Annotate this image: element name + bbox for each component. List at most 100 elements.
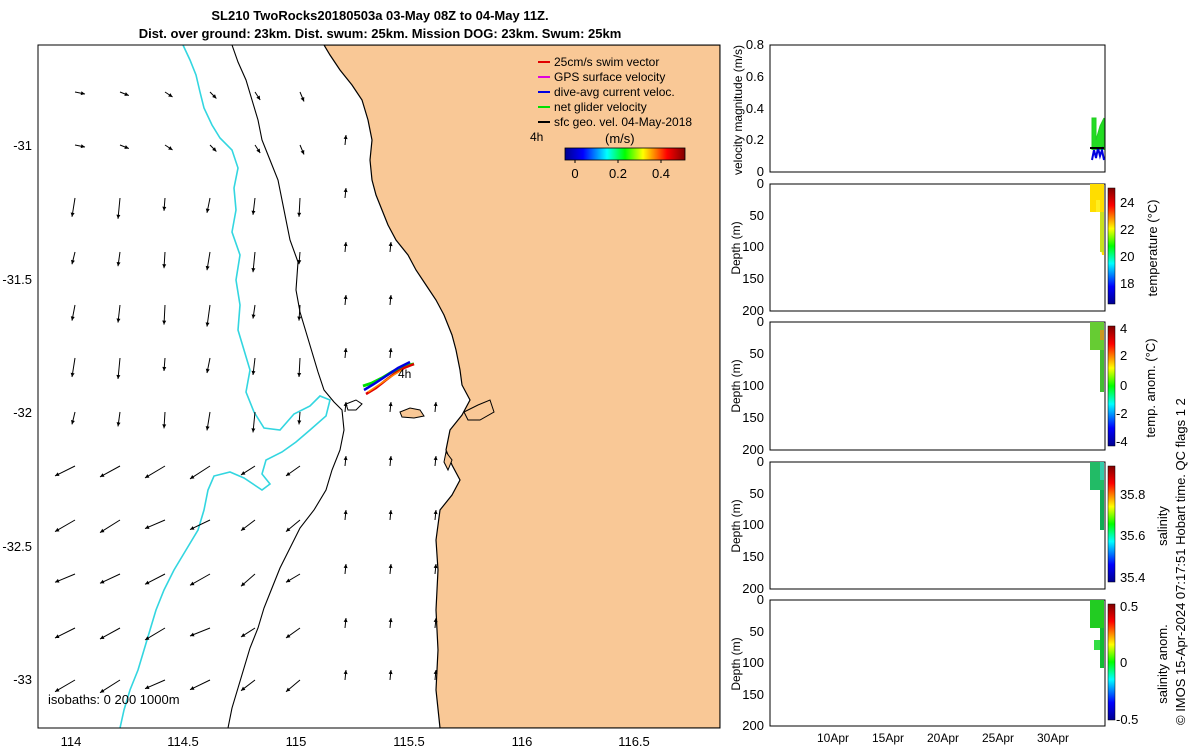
- vector-arrowhead: [388, 670, 393, 675]
- temp-anomaly-panel: 0 50 100 150 200 Depth (m) 4 2 0 -2 -4 t…: [729, 314, 1158, 457]
- vector-arrowhead: [433, 456, 438, 461]
- vector-arrowhead: [205, 208, 210, 213]
- vector-arrowhead: [343, 135, 348, 140]
- vector-arrowhead: [205, 426, 210, 431]
- map-lon-axis: 114 114.5 115 115.5 116 116.5: [61, 734, 650, 749]
- vector-arrowhead: [433, 670, 438, 675]
- y-tick: 200: [742, 303, 764, 318]
- map-lat-axis: -31 -31.5 -32 -32.5 -33: [2, 138, 32, 687]
- isobath-1000m: [119, 45, 331, 728]
- y-tick: 100: [742, 378, 764, 393]
- vector-arrowhead: [343, 564, 348, 569]
- temperature-cblabel: temperature (°C): [1145, 200, 1160, 297]
- vector-arrowhead: [433, 618, 438, 623]
- vector-arrowhead: [116, 214, 121, 219]
- vector-arrowhead: [241, 526, 246, 531]
- cb-tick: 20: [1120, 249, 1134, 264]
- vector-arrowhead: [190, 686, 195, 690]
- vector-arrowhead: [190, 632, 195, 637]
- chart-subtitle: Dist. over ground: 23km. Dist. swum: 25k…: [138, 26, 622, 41]
- vector-arrowhead: [70, 316, 75, 321]
- cb-tick: 0: [1120, 378, 1127, 393]
- lon-tick: 114.5: [167, 734, 199, 749]
- vector-arrowhead: [145, 685, 150, 689]
- vector-arrowhead: [116, 318, 121, 323]
- y-tick: 50: [750, 486, 764, 501]
- y-tick: 0.8: [746, 37, 764, 52]
- y-tick: 200: [742, 581, 764, 596]
- vector-arrowhead: [205, 368, 210, 373]
- salinity-anomaly-panel: 0 50 100 150 200 Depth (m) 0.5 0 -0.5 sa…: [729, 592, 1170, 733]
- footer-credit: © IMOS 15-Apr-2024 07:17:51 Hobart time.…: [1173, 398, 1188, 725]
- vector-arrowhead: [388, 456, 393, 461]
- vector-arrowhead: [162, 206, 167, 211]
- vector-arrowhead: [286, 634, 291, 638]
- vector-arrowhead: [286, 578, 291, 583]
- vector-arrowhead: [297, 260, 302, 265]
- vector-arrowhead: [70, 372, 75, 377]
- y-tick: 200: [742, 718, 764, 733]
- salinity-panel: 0 50 100 150 200 Depth (m) 35.8 35.6 35.…: [729, 454, 1170, 596]
- colorbar-unit-label: (m/s): [605, 131, 635, 146]
- lat-tick: -31: [13, 138, 32, 153]
- vector-arrowhead: [297, 372, 302, 377]
- salinity-anomaly-cblabel: salinity anom.: [1155, 624, 1170, 703]
- vector-arrowhead: [145, 525, 150, 529]
- vector-arrowhead: [162, 366, 167, 371]
- vector-arrowhead: [116, 422, 121, 427]
- y-tick: 100: [742, 655, 764, 670]
- date-axis: 10Apr 15Apr 20Apr 25Apr 30Apr: [817, 731, 1069, 745]
- cb-tick: 2: [1120, 348, 1127, 363]
- cb-tick: 0: [1120, 655, 1127, 670]
- vector-arrowhead: [100, 635, 105, 639]
- vector-arrowhead: [190, 475, 195, 479]
- vector-arrowhead: [256, 148, 261, 153]
- y-tick: 0: [757, 454, 764, 469]
- legend-gps-velocity: GPS surface velocity: [554, 70, 665, 84]
- date-tick: 15Apr: [872, 731, 904, 745]
- vector-arrowhead: [241, 582, 246, 587]
- temp-anomaly-cblabel: temp. anom. (°C): [1143, 338, 1158, 437]
- y-tick: 100: [742, 239, 764, 254]
- vector-arrowhead: [241, 471, 246, 475]
- legend-net-glider-velocity: net glider velocity: [554, 100, 647, 114]
- vector-arrowhead: [388, 348, 393, 353]
- lon-tick: 114: [61, 734, 82, 749]
- vector-arrowhead: [55, 634, 60, 638]
- vector-arrowhead: [343, 188, 348, 193]
- vector-arrowhead: [300, 150, 305, 155]
- cb-tick: 24: [1120, 195, 1134, 210]
- lat-tick: -33: [13, 672, 32, 687]
- vector-arrowhead: [251, 314, 256, 319]
- land: [323, 45, 720, 728]
- depth-ylabel: Depth (m): [729, 221, 743, 274]
- vector-arrowhead: [388, 564, 393, 569]
- vector-arrowhead: [145, 580, 150, 585]
- vector-arrowhead: [168, 146, 173, 150]
- vector-arrowhead: [71, 259, 75, 265]
- date-tick: 30Apr: [1037, 731, 1069, 745]
- y-tick: 0.6: [746, 69, 764, 84]
- vector-arrowhead: [190, 526, 195, 530]
- vector-arrowhead: [212, 147, 217, 152]
- date-tick: 25Apr: [982, 731, 1014, 745]
- lat-tick: -32.5: [2, 539, 32, 554]
- y-tick: 100: [742, 517, 764, 532]
- glider-track: [362, 360, 415, 396]
- vector-arrowhead: [388, 295, 393, 300]
- y-tick: 150: [742, 410, 764, 425]
- vector-arrowhead: [145, 474, 150, 478]
- vector-arrowhead: [256, 95, 261, 100]
- current-vector-field: [54, 91, 438, 694]
- map-frame: [37, 44, 721, 729]
- lat-tick: -31.5: [2, 272, 32, 287]
- vector-arrowhead: [286, 687, 291, 692]
- vector-arrowhead: [251, 268, 256, 273]
- vector-arrowhead: [162, 424, 167, 429]
- y-tick: 50: [750, 624, 764, 639]
- y-tick: 150: [742, 687, 764, 702]
- y-tick: 50: [750, 346, 764, 361]
- colorbar-tick: 0.2: [609, 166, 627, 181]
- cb-tick: -4: [1116, 434, 1128, 449]
- lon-tick: 115: [286, 734, 307, 749]
